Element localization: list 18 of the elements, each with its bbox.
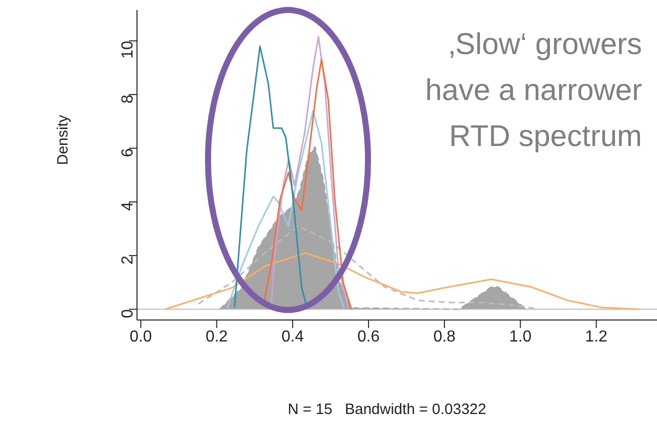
x-tick-label: 1.2 (585, 328, 608, 346)
y-tick-label: 8 (120, 94, 137, 104)
x-tick-label: 0.4 (281, 328, 304, 346)
annotation: ‚Slow‘ growers (448, 28, 642, 61)
y-tick-label: 10 (120, 40, 137, 59)
y-tick-label: 4 (120, 202, 137, 211)
annotation: RTD spectrum (449, 120, 642, 153)
x-tick-label: 0.8 (433, 328, 456, 346)
y-axis-title: Density (54, 114, 72, 165)
y-tick-label: 6 (120, 148, 137, 158)
x-tick-label: 0.6 (357, 328, 380, 346)
x-axis-title: N = 15 Bandwidth = 0.03322 (288, 401, 486, 418)
x-tick-label: 1.0 (509, 328, 532, 346)
x-tick-label: 0.2 (206, 328, 228, 346)
y-tick-label: 2 (120, 255, 137, 264)
x-tick-label: 0.0 (130, 328, 152, 346)
annotation: have a narrower (425, 74, 642, 107)
y-tick-label: 0 (120, 309, 137, 318)
